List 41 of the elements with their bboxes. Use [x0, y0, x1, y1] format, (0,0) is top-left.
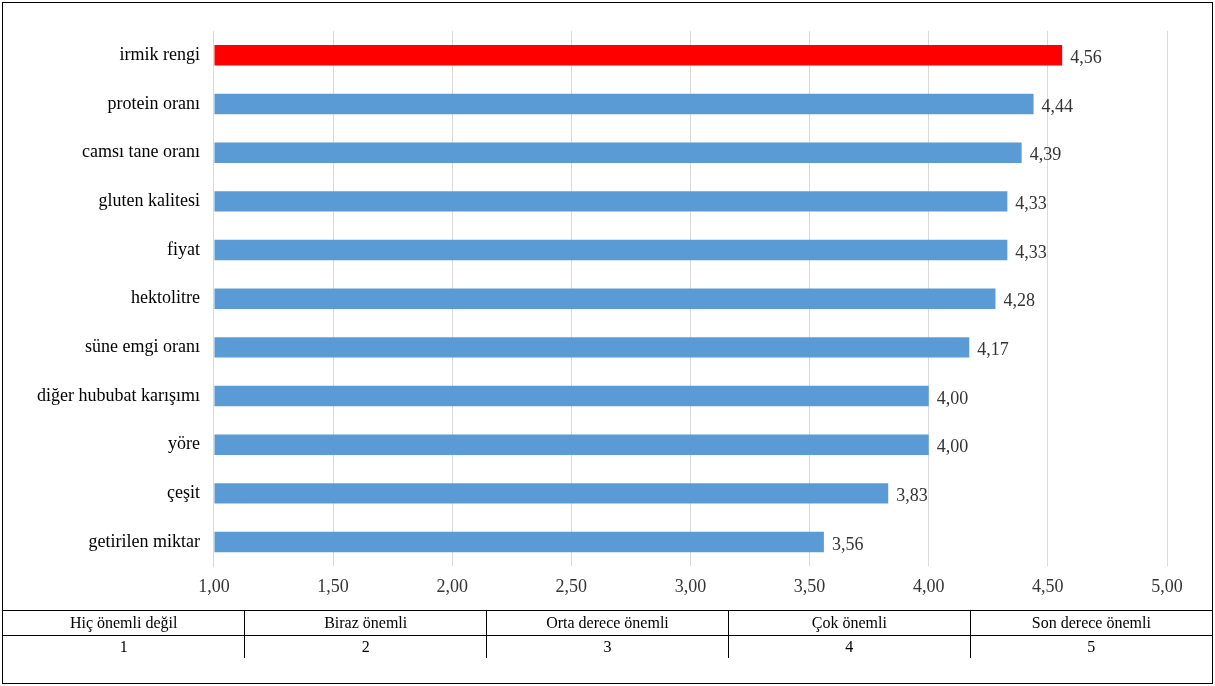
y-tick-label: çeşit — [166, 482, 200, 503]
y-tick-label: getirilen miktar — [88, 530, 200, 551]
text: 5 — [970, 635, 1212, 658]
x-tick-label: 3,50 — [793, 575, 826, 596]
y-tick-label: hektolitre — [130, 287, 200, 308]
x-tick-label: 1,50 — [317, 575, 349, 596]
y-tick-label: camsı tane oranı — [82, 141, 200, 162]
data-label: 4,33 — [1015, 193, 1047, 214]
data-label: 4,39 — [1029, 144, 1062, 165]
y-tick-label: yöre — [167, 433, 200, 454]
x-tick-label: 2,00 — [436, 575, 468, 596]
y-tick-label: süne emgi oranı — [84, 336, 200, 357]
x-tick-label: 4,00 — [912, 575, 945, 596]
data-label: 4,28 — [1003, 290, 1035, 311]
x-tick-label: 3,00 — [674, 575, 707, 596]
data-label: 4,00 — [936, 436, 969, 457]
x-tick-label: 1,00 — [198, 575, 230, 596]
x-tick-label: 2,50 — [555, 575, 588, 596]
x-tick-label: 4,50 — [1032, 575, 1064, 596]
y-tick-label: irmik rengi — [119, 44, 200, 65]
text: 2 — [244, 635, 487, 658]
data-label: 3,83 — [896, 485, 928, 506]
text: Hiç önemli değil — [3, 610, 245, 636]
text: Biraz önemli — [244, 610, 487, 636]
data-label: 4,56 — [1070, 47, 1102, 68]
data-label: 3,56 — [831, 533, 864, 554]
text: 3 — [486, 635, 729, 658]
text: Son derece önemli — [970, 610, 1212, 636]
data-label: 4,00 — [936, 387, 969, 408]
y-tick-label: gluten kalitesi — [98, 190, 200, 211]
data-label: 4,17 — [977, 339, 1009, 360]
x-tick-label: 5,00 — [1151, 575, 1183, 596]
data-label: 4,33 — [1015, 241, 1047, 262]
text: 1 — [3, 635, 245, 658]
text: 4 — [728, 635, 971, 658]
text: Orta derece önemli — [486, 610, 729, 636]
text: Çok önemli — [728, 610, 971, 636]
y-tick-label: fiyat — [166, 238, 200, 259]
y-tick-label: diğer hububat karışımı — [37, 384, 200, 405]
y-tick-label: protein oranı — [107, 92, 200, 113]
data-label: 4,44 — [1041, 95, 1074, 116]
